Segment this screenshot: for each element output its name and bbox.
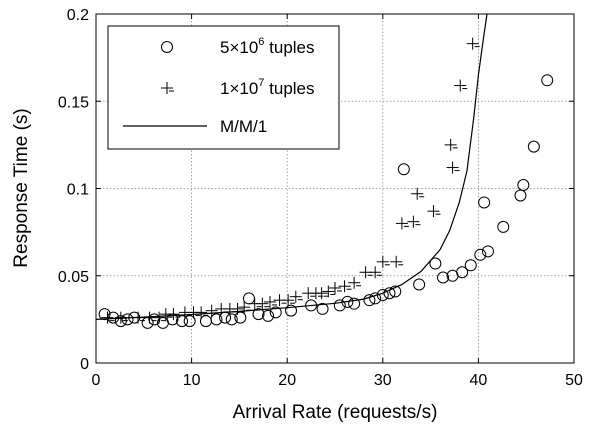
data-point-circle <box>285 304 298 317</box>
data-point-circle <box>464 259 477 272</box>
data-point-plus <box>444 138 458 151</box>
data-point-plus <box>395 217 409 230</box>
data-point-plus <box>427 205 441 218</box>
data-point-circle <box>413 278 426 291</box>
data-point-plus <box>348 276 362 289</box>
data-point-circle <box>262 309 275 322</box>
y-tick-label: 0.15 <box>58 94 89 111</box>
data-point-circle <box>252 308 265 321</box>
y-axis-label: Response Time (s) <box>11 108 32 267</box>
data-point-circle <box>363 294 376 307</box>
data-point-circle <box>369 292 382 305</box>
data-point-circle <box>242 292 255 305</box>
data-point-plus <box>167 308 181 321</box>
data-point-circle <box>161 41 173 53</box>
y-axis-ticks: 0 0.05 0.1 0.15 0.2 <box>58 7 574 373</box>
data-point-circle <box>429 257 442 270</box>
legend-item-3: M/M/1 <box>123 117 267 136</box>
data-point-plus <box>390 255 404 268</box>
data-point-circle <box>497 220 510 233</box>
data-point-plus <box>369 266 383 279</box>
legend-label: M/M/1 <box>220 117 267 136</box>
x-tick-label: 20 <box>278 372 296 389</box>
data-point-circle <box>269 306 282 319</box>
data-point-plus <box>101 311 115 324</box>
data-point-plus <box>256 297 270 310</box>
data-point-circle <box>199 315 212 328</box>
data-point-circle <box>225 313 238 326</box>
data-point-circle <box>141 316 154 329</box>
x-tick-label: 50 <box>565 372 583 389</box>
data-point-plus <box>315 287 329 300</box>
legend: 5×106 tuples 1×107 tuples M/M/1 <box>107 25 340 150</box>
data-point-plus <box>282 294 296 307</box>
x-tick-label: 0 <box>92 372 101 389</box>
legend-label: 1×107 tuples <box>220 77 315 98</box>
data-point-circle <box>514 189 527 202</box>
y-tick-label: 0 <box>80 356 89 373</box>
data-point-plus <box>329 281 342 294</box>
x-tick-label: 40 <box>470 372 488 389</box>
data-point-plus <box>376 255 390 268</box>
legend-item-1: 5×106 tuples <box>161 36 315 57</box>
data-point-plus <box>289 290 303 303</box>
data-point-circle <box>474 248 487 261</box>
legend-box <box>107 25 340 150</box>
data-point-plus <box>263 295 277 308</box>
y-tick-label: 0.1 <box>67 182 89 199</box>
data-point-plus <box>153 311 167 324</box>
data-point-circle <box>397 163 410 176</box>
data-point-plus <box>195 306 209 319</box>
data-point-plus <box>407 215 421 228</box>
mm1-curve <box>95 13 488 320</box>
data-point-plus <box>338 280 352 293</box>
data-point-circle <box>348 297 361 310</box>
x-axis-ticks: 0 10 20 30 40 50 <box>92 14 583 389</box>
y-tick-label: 0.05 <box>58 269 89 286</box>
legend-label: 5×106 tuples <box>220 36 315 57</box>
data-point-circle <box>456 266 469 279</box>
data-point-plus <box>205 304 219 317</box>
x-tick-label: 10 <box>183 372 201 389</box>
data-point-circle <box>389 285 402 298</box>
data-point-circle <box>98 308 111 321</box>
y-tick-label: 0.2 <box>67 7 89 24</box>
data-point-circle <box>148 313 161 326</box>
data-point-circle <box>541 74 554 87</box>
data-point-circle <box>478 196 491 209</box>
data-point-circle <box>527 140 540 153</box>
data-point-plus <box>322 285 336 298</box>
data-point-circle <box>176 315 189 328</box>
data-point-circle <box>333 299 346 312</box>
data-point-circle <box>517 179 530 192</box>
data-point-circle <box>481 245 494 258</box>
series-3 <box>95 13 488 320</box>
data-point-circle <box>437 271 450 284</box>
data-point-plus <box>466 37 480 50</box>
legend-item-2: 1×107 tuples <box>161 77 315 98</box>
data-point-plus <box>454 79 468 92</box>
data-point-plus <box>231 302 245 315</box>
data-point-circle <box>121 313 134 326</box>
data-point-plus <box>411 187 425 200</box>
series-layer <box>95 13 554 329</box>
data-point-circle <box>316 302 329 315</box>
x-axis-label: Arrival Rate (requests/s) <box>233 402 438 423</box>
data-point-plus <box>446 161 460 174</box>
data-point-plus <box>161 82 174 94</box>
x-tick-label: 30 <box>374 372 392 389</box>
